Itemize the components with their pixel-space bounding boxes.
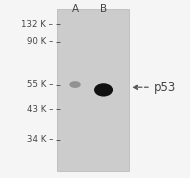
Ellipse shape xyxy=(69,81,81,88)
Ellipse shape xyxy=(94,83,113,96)
Text: B: B xyxy=(100,4,107,14)
Text: A: A xyxy=(71,4,79,14)
Text: 132 K –: 132 K – xyxy=(21,20,53,28)
Bar xyxy=(57,9,129,171)
Text: 43 K –: 43 K – xyxy=(27,105,53,114)
Text: 90 K –: 90 K – xyxy=(27,37,53,46)
Text: 55 K –: 55 K – xyxy=(27,80,53,89)
Text: 34 K –: 34 K – xyxy=(27,135,53,144)
Text: p53: p53 xyxy=(154,81,176,94)
